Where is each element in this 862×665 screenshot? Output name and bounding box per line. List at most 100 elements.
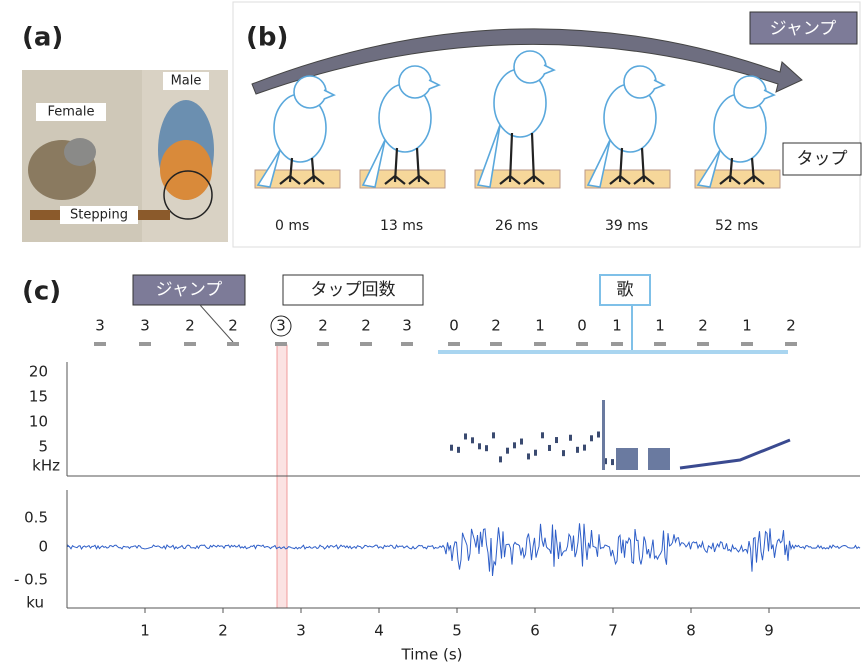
x-tick-label: 2 bbox=[218, 622, 228, 640]
callout-text: 歌 bbox=[617, 280, 634, 300]
bird-beak bbox=[763, 89, 776, 100]
tap-marker bbox=[317, 342, 329, 346]
y-tick-label: 5 bbox=[38, 438, 48, 456]
spectro-blob bbox=[450, 444, 453, 451]
tap-count: 1 bbox=[742, 317, 752, 335]
bird-leg bbox=[719, 157, 765, 185]
tap-count: 0 bbox=[577, 317, 587, 335]
spectro-blob bbox=[485, 445, 488, 452]
bird-head bbox=[293, 75, 327, 109]
tap-marker bbox=[139, 342, 151, 346]
bird-leg bbox=[499, 132, 545, 185]
label-box bbox=[36, 103, 106, 121]
spectro-blob bbox=[499, 456, 502, 463]
spectro-blob bbox=[464, 433, 467, 440]
y-unit: ku bbox=[26, 594, 44, 612]
tap-count: 3 bbox=[276, 317, 286, 335]
tap-marker bbox=[401, 342, 413, 346]
perch bbox=[474, 169, 561, 189]
bird-tail bbox=[586, 139, 611, 188]
tap-marker bbox=[534, 342, 546, 346]
tap-count: 2 bbox=[491, 317, 501, 335]
bird-tail bbox=[476, 124, 501, 188]
tap-count: 3 bbox=[95, 317, 105, 335]
bird-head bbox=[623, 65, 657, 99]
label-box bbox=[60, 206, 138, 224]
time-label: 0 ms bbox=[275, 218, 309, 234]
bird-beak bbox=[543, 64, 556, 75]
callout-text: タップ bbox=[797, 149, 848, 169]
bird-tail bbox=[361, 139, 386, 188]
callout-box bbox=[282, 274, 424, 306]
time-label: 26 ms bbox=[495, 218, 538, 234]
x-tick-label: 8 bbox=[686, 622, 696, 640]
photo-label: Male bbox=[171, 74, 202, 89]
tap-marker bbox=[448, 342, 460, 346]
perch bbox=[694, 169, 781, 189]
panel-frame bbox=[232, 1, 861, 248]
x-axis-label: Time (s) bbox=[401, 646, 463, 664]
spectro-blob bbox=[576, 446, 579, 453]
spectro-blob bbox=[648, 448, 670, 470]
spectro-blob bbox=[583, 444, 586, 451]
callout-box bbox=[132, 274, 246, 306]
x-tick-label: 6 bbox=[530, 622, 540, 640]
spectro-blob bbox=[562, 450, 565, 457]
bird-beak bbox=[323, 89, 336, 100]
tap-marker bbox=[94, 342, 106, 346]
spectro-blob bbox=[513, 442, 516, 449]
time-label: 13 ms bbox=[380, 218, 423, 234]
tap-count: 1 bbox=[612, 317, 622, 335]
time-label: 39 ms bbox=[605, 218, 648, 234]
x-tick-label: 9 bbox=[764, 622, 774, 640]
callout-box bbox=[782, 142, 862, 176]
spectro-blob bbox=[604, 458, 607, 465]
tap-count: 2 bbox=[786, 317, 796, 335]
tap-count: 2 bbox=[361, 317, 371, 335]
spectro-blob bbox=[492, 432, 495, 439]
callout-text: タップ回数 bbox=[311, 280, 396, 300]
spectro-blob bbox=[471, 437, 474, 444]
spectro-blob bbox=[611, 459, 614, 466]
callout-box bbox=[749, 11, 858, 45]
label-box bbox=[163, 72, 209, 90]
bird-leg bbox=[384, 147, 430, 185]
bird-beak bbox=[428, 79, 441, 90]
tap-marker bbox=[490, 342, 502, 346]
spectro-blob bbox=[602, 400, 605, 470]
panel-label: (a) bbox=[22, 23, 63, 53]
spectro-blob bbox=[527, 453, 530, 460]
photo-label: Stepping bbox=[70, 208, 128, 223]
waveform bbox=[67, 523, 861, 576]
tap-count: 3 bbox=[402, 317, 412, 335]
spectro-blob bbox=[597, 431, 600, 438]
x-tick-label: 5 bbox=[452, 622, 462, 640]
callout-line bbox=[199, 304, 234, 343]
callout-box bbox=[599, 274, 651, 306]
x-tick-label: 7 bbox=[608, 622, 618, 640]
perch bbox=[584, 169, 671, 189]
spectro-blob bbox=[520, 438, 523, 445]
bird-head bbox=[513, 50, 547, 84]
x-tick-label: 1 bbox=[140, 622, 150, 640]
tap-count: 3 bbox=[140, 317, 150, 335]
tap-count: 0 bbox=[449, 317, 459, 335]
tap-count: 1 bbox=[535, 317, 545, 335]
female-head bbox=[64, 138, 96, 166]
spectro-blob bbox=[506, 447, 509, 454]
spectro-blob bbox=[478, 443, 481, 450]
panel-label: (c) bbox=[22, 277, 61, 307]
y-tick-label: 20 bbox=[29, 363, 48, 381]
tap-marker bbox=[184, 342, 196, 346]
spectro-blob bbox=[541, 432, 544, 439]
perch bbox=[254, 169, 341, 189]
tap-marker bbox=[741, 342, 753, 346]
spectro-blob bbox=[590, 435, 593, 442]
tap-marker bbox=[275, 342, 287, 346]
tap-marker bbox=[611, 342, 623, 346]
tap-count: 2 bbox=[228, 317, 238, 335]
spectro-blob bbox=[616, 448, 638, 470]
tap-count: 2 bbox=[698, 317, 708, 335]
callout-text: ジャンプ bbox=[156, 280, 223, 300]
